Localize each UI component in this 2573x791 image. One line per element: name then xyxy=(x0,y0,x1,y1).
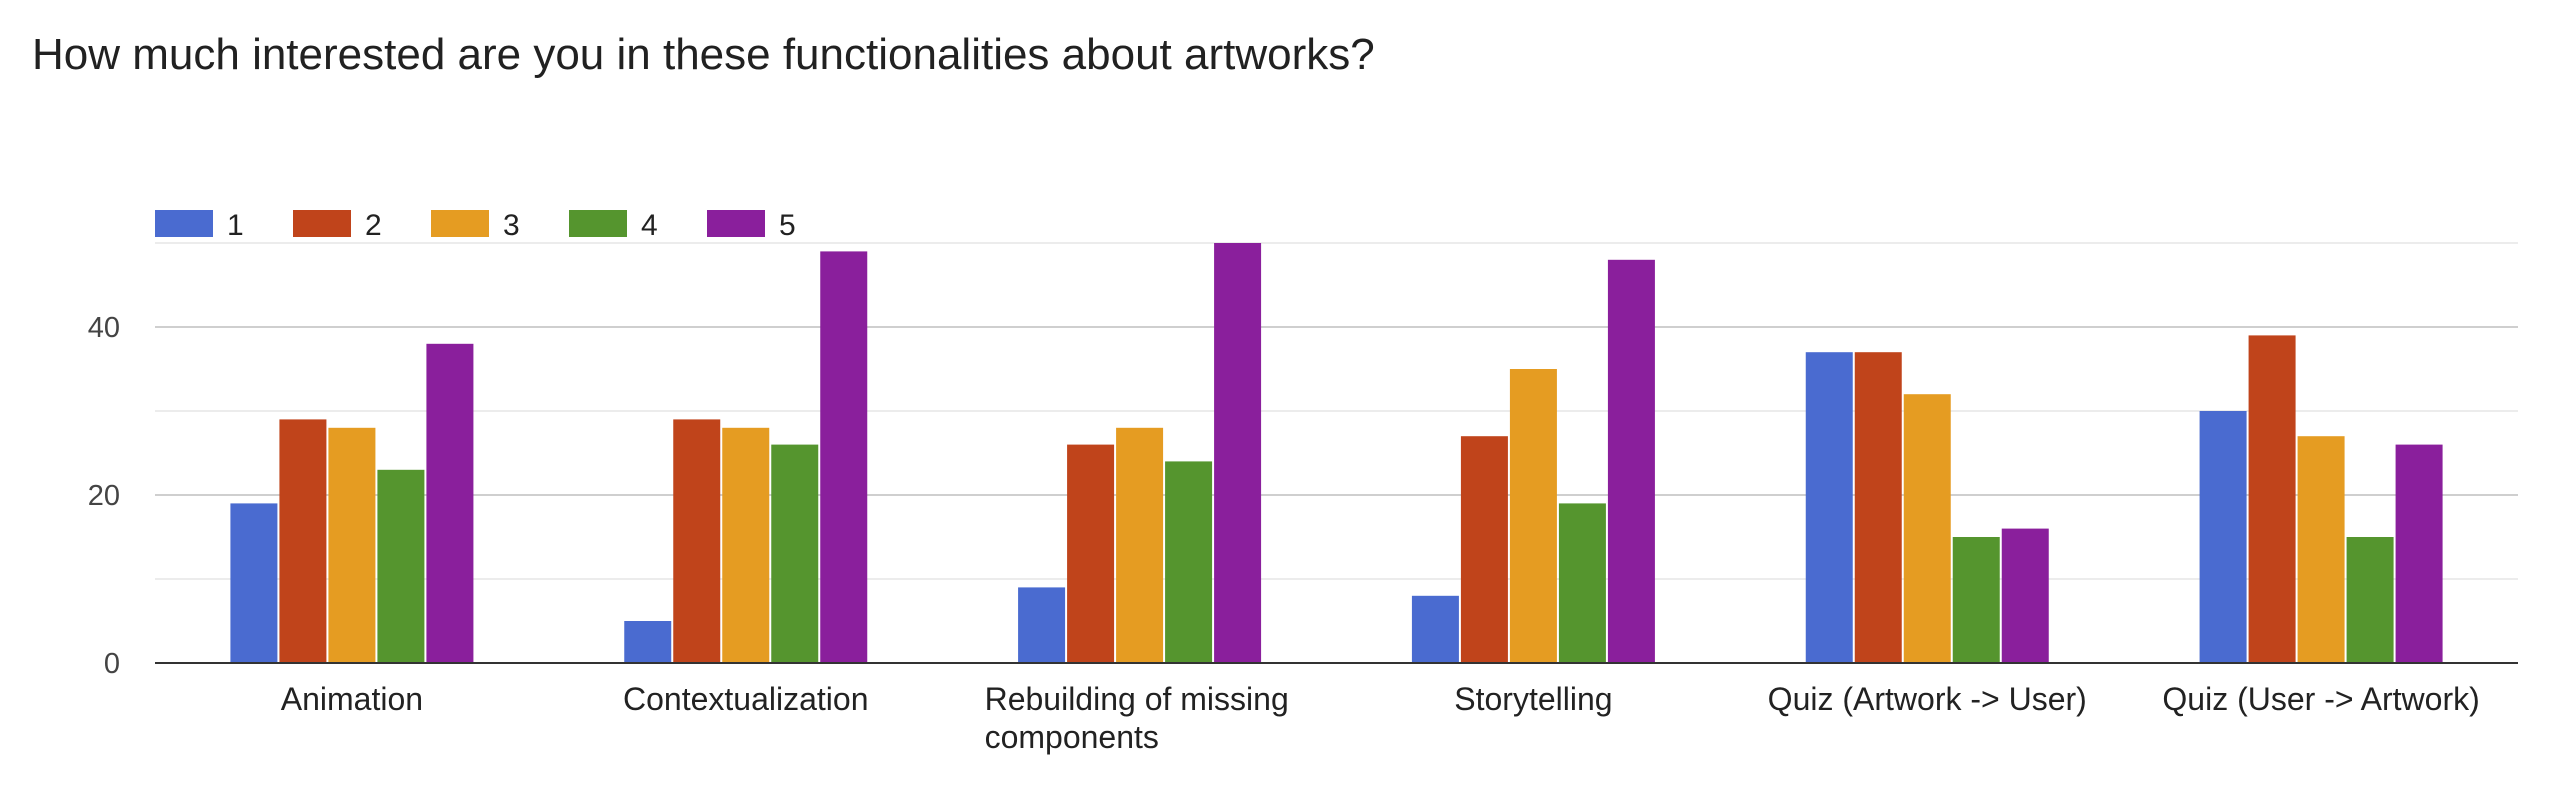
y-tick-label: 40 xyxy=(88,312,120,344)
legend-swatch-2 xyxy=(293,210,351,237)
bar-series-1-cat-5 xyxy=(2199,411,2247,663)
bar-series-4-cat-5 xyxy=(2346,537,2394,663)
x-category-label: Contextualization xyxy=(623,681,868,717)
bar-series-3-cat-0 xyxy=(328,427,376,663)
bar-series-5-cat-0 xyxy=(426,343,474,663)
x-category-label: Storytelling xyxy=(1454,681,1612,717)
bar-series-1-cat-4 xyxy=(1805,352,1853,663)
bar-series-3-cat-1 xyxy=(722,427,770,663)
bar-series-2-cat-3 xyxy=(1460,436,1508,663)
legend-swatch-1 xyxy=(155,210,213,237)
x-category-label: Animation xyxy=(281,681,423,717)
x-category-label: Quiz (User -> Artwork) xyxy=(2162,681,2479,717)
legend-swatch-4 xyxy=(569,210,627,237)
legend-label-4: 4 xyxy=(641,209,658,242)
x-category-label: Quiz (Artwork -> User) xyxy=(1768,681,2087,717)
bar-series-1-cat-1 xyxy=(624,621,672,663)
legend-swatch-5 xyxy=(707,210,765,237)
bar-series-3-cat-4 xyxy=(1903,394,1951,663)
bar-series-3-cat-2 xyxy=(1116,427,1164,663)
bar-series-4-cat-0 xyxy=(377,469,425,663)
bar-series-5-cat-3 xyxy=(1607,259,1655,663)
bar-series-2-cat-0 xyxy=(279,419,327,663)
bar-series-1-cat-0 xyxy=(230,503,278,663)
page-title: How much interested are you in these fun… xyxy=(32,30,1375,79)
legend-label-3: 3 xyxy=(503,209,520,242)
bar-series-2-cat-1 xyxy=(673,419,721,663)
bar-series-2-cat-2 xyxy=(1067,444,1115,663)
bar-series-3-cat-5 xyxy=(2297,436,2345,663)
bar-series-3-cat-3 xyxy=(1509,369,1557,663)
y-tick-label: 20 xyxy=(88,480,120,512)
bar-series-5-cat-4 xyxy=(2001,528,2049,663)
x-category-label: Rebuilding of missing components xyxy=(985,681,1289,755)
legend-swatch-3 xyxy=(431,210,489,237)
bar-series-4-cat-1 xyxy=(771,444,819,663)
legend-label-5: 5 xyxy=(779,209,796,242)
bar-series-2-cat-5 xyxy=(2248,335,2296,663)
legend-label-1: 1 xyxy=(227,209,244,242)
bar-series-2-cat-4 xyxy=(1854,352,1902,663)
bar-series-1-cat-3 xyxy=(1411,595,1459,663)
bar-series-5-cat-5 xyxy=(2395,444,2443,663)
y-tick-label: 0 xyxy=(104,648,120,680)
bar-series-4-cat-3 xyxy=(1558,503,1606,663)
bar-series-4-cat-2 xyxy=(1165,461,1213,663)
bar-series-4-cat-4 xyxy=(1952,537,2000,663)
legend-label-2: 2 xyxy=(365,209,382,242)
bar-series-5-cat-2 xyxy=(1214,243,1262,663)
bar-series-5-cat-1 xyxy=(820,251,868,663)
bar-series-1-cat-2 xyxy=(1018,587,1066,663)
